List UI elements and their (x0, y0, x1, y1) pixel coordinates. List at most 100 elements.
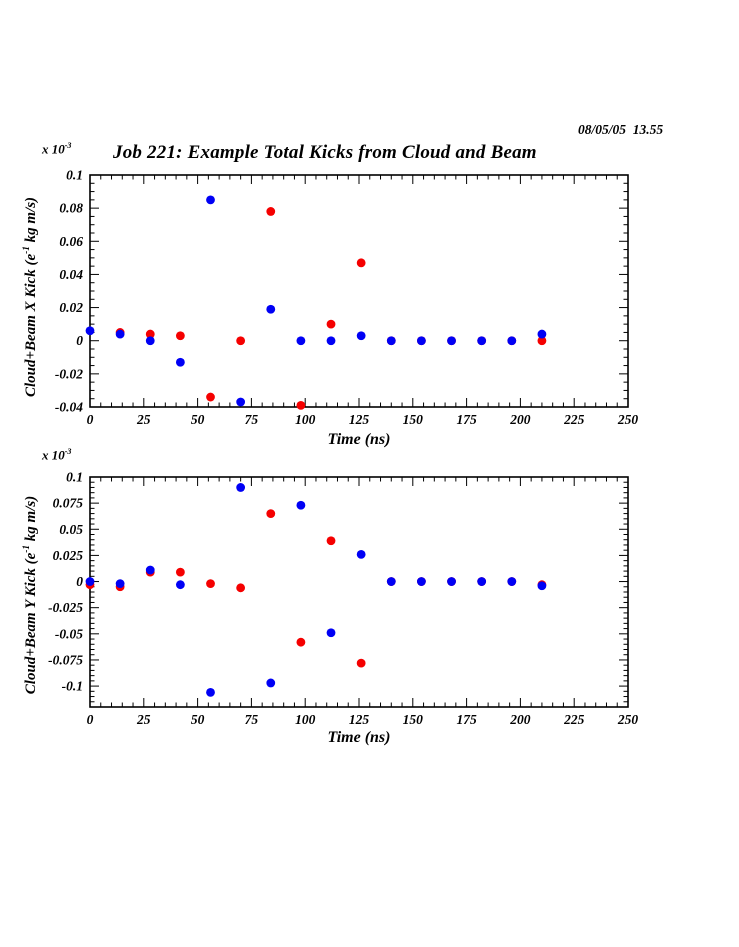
data-point (175, 580, 185, 590)
data-point (266, 304, 276, 314)
x-kick-red-series-points (115, 207, 547, 410)
data-point (145, 336, 155, 346)
y-kick-x-axis-title: Time (ns) (327, 729, 391, 746)
x-tick-label: 125 (349, 412, 370, 427)
data-point (386, 336, 396, 346)
data-point (236, 397, 246, 407)
y-tick-label: 0 (76, 333, 83, 348)
y-tick-label: -0.04 (55, 400, 83, 415)
y-tick-label: 0.06 (59, 234, 83, 249)
x-kick-scale-exponent: -3 (64, 141, 72, 150)
data-point (266, 678, 276, 688)
x-tick-label: 100 (295, 412, 316, 427)
y-tick-label: 0.04 (59, 267, 83, 282)
x-tick-label: 25 (136, 412, 151, 427)
y-kick-scale-mantissa: x 10 (42, 447, 65, 463)
data-point (326, 536, 336, 546)
data-point (296, 637, 306, 647)
y-kick-scale-exponent: -3 (64, 447, 72, 456)
x-tick-labels: 0 25 50 75 100 125 150 175 200 225 250 (87, 712, 639, 727)
data-point (175, 357, 185, 367)
x-tick-label: 50 (191, 412, 205, 427)
data-point (537, 329, 547, 339)
data-point (85, 577, 95, 586)
x-tick-label: 200 (509, 712, 531, 727)
data-point (236, 583, 246, 593)
data-point (447, 336, 456, 346)
data-point (537, 581, 547, 591)
data-point (356, 331, 366, 341)
timestamp: 08/05/05 13.55 (578, 122, 664, 137)
x-tick-label: 0 (87, 712, 94, 727)
y-tick-label: -0.075 (48, 652, 83, 667)
axis-ticks (89, 476, 629, 708)
x-tick-label: 225 (563, 412, 585, 427)
data-point (477, 336, 487, 346)
data-point (477, 577, 487, 586)
y-tick-label: -0.02 (55, 366, 83, 381)
data-point (326, 319, 336, 329)
data-point (326, 336, 336, 346)
x-tick-label: 100 (295, 712, 316, 727)
data-point (507, 336, 517, 346)
data-point (206, 687, 215, 697)
page-title: Job 221: Example Total Kicks from Cloud … (113, 142, 537, 163)
y-kick-blue-series-points (85, 483, 547, 697)
data-point (296, 336, 306, 346)
x-tick-label: 0 (87, 412, 94, 427)
y-tick-label: 0.08 (59, 201, 83, 216)
data-point (326, 628, 336, 638)
data-point (206, 579, 215, 589)
x-tick-label: 150 (403, 412, 424, 427)
data-point (417, 577, 426, 586)
x-tick-label: 125 (349, 712, 370, 727)
y-tick-label: 0.1 (66, 470, 83, 485)
data-point (296, 400, 306, 410)
x-tick-label: 50 (191, 712, 205, 727)
x-kick-chart: 0 25 50 75 100 125 150 175 200 225 2500.10.080.060… (55, 168, 639, 428)
data-point (206, 195, 215, 205)
data-point (236, 483, 246, 492)
y-tick-label: -0.05 (55, 626, 83, 641)
x-kick-scale-mantissa: x 10 (42, 141, 65, 157)
x-tick-label: 250 (617, 712, 639, 727)
plot-frame (89, 476, 629, 708)
axis-ticks (89, 174, 629, 408)
x-tick-label: 75 (245, 712, 259, 727)
x-kick-scale-label: x 10-3 (42, 141, 71, 157)
data-point (85, 326, 95, 336)
x-tick-label: 175 (456, 412, 477, 427)
data-point (145, 565, 155, 575)
data-point (115, 329, 125, 339)
x-tick-label: 200 (509, 412, 531, 427)
plot-frame (89, 174, 629, 408)
y-tick-labels: 0.1 0.08 0.06 0.04 0.02 0 -0.02 -0.04 (55, 168, 83, 415)
data-point (537, 336, 547, 346)
data-point (206, 392, 215, 402)
x-tick-label: 225 (563, 712, 585, 727)
y-tick-label: 0.05 (59, 522, 83, 537)
y-tick-label: 0.025 (53, 548, 84, 563)
y-tick-label: 0.1 (66, 168, 83, 183)
data-point (386, 577, 396, 586)
data-point (356, 258, 366, 268)
x-tick-label: 25 (136, 712, 151, 727)
y-tick-label: -0.1 (62, 679, 83, 694)
data-point (507, 577, 517, 586)
data-point (356, 549, 366, 559)
data-point (266, 509, 276, 518)
x-tick-label: 75 (245, 412, 259, 427)
data-point (447, 577, 456, 586)
y-kick-chart: 0 25 50 75 100 125 150 175 200 225 250 0.1 0.075 0.05… (48, 470, 638, 728)
y-tick-labels: 0.1 0.075 0.05 0.025 0 -0.025 -0.05 -0.075 -0.1 (48, 470, 83, 694)
x-tick-label: 150 (403, 712, 424, 727)
y-tick-label: 0.075 (53, 496, 84, 511)
data-point (236, 336, 246, 346)
data-point (296, 500, 306, 510)
y-kick-red-series-points (85, 509, 547, 668)
data-point (417, 336, 426, 346)
y-kick-scale-label: x 10-3 (42, 447, 71, 463)
x-kick-blue-series-points (85, 195, 547, 407)
y-tick-label: 0.02 (59, 300, 83, 315)
